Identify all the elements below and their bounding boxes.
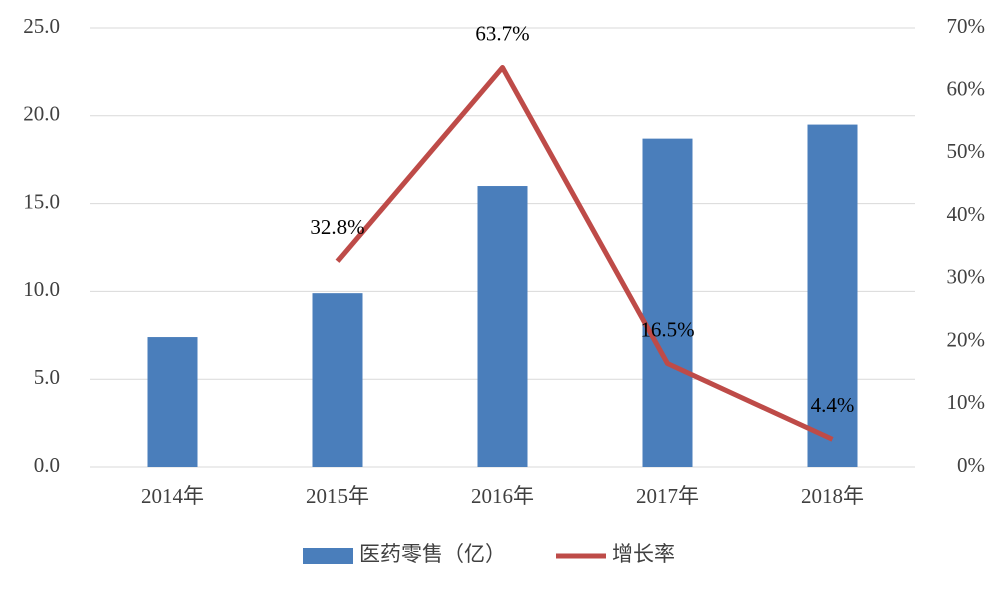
y2-tick-label: 40% <box>947 202 986 226</box>
bar <box>147 337 198 467</box>
y-tick-label: 10.0 <box>23 277 60 301</box>
data-label: 63.7% <box>475 21 529 45</box>
y2-tick-label: 30% <box>947 265 986 289</box>
y-tick-label: 0.0 <box>34 453 60 477</box>
y2-tick-label: 0% <box>957 453 985 477</box>
x-tick-label: 2017年 <box>636 484 699 508</box>
legend-label: 医药零售（亿） <box>359 542 506 566</box>
bar <box>312 293 363 467</box>
y-tick-label: 15.0 <box>23 189 60 213</box>
bar <box>642 138 693 468</box>
x-tick-label: 2014年 <box>141 484 204 508</box>
data-label: 32.8% <box>310 215 364 239</box>
line <box>335 65 834 442</box>
y2-tick-label: 70% <box>947 14 986 38</box>
y2-tick-label: 60% <box>947 77 986 101</box>
x-tick-label: 2015年 <box>306 484 369 508</box>
data-label: 4.4% <box>811 393 855 417</box>
y-tick-label: 5.0 <box>34 365 60 389</box>
bar <box>477 186 528 468</box>
y2-tick-label: 20% <box>947 327 986 351</box>
legend-label: 增长率 <box>612 542 675 566</box>
bar <box>807 124 858 467</box>
x-tick-label: 2018年 <box>801 484 864 508</box>
y-tick-label: 25.0 <box>23 14 60 38</box>
y2-tick-label: 50% <box>947 139 986 163</box>
x-tick-label: 2016年 <box>471 484 534 508</box>
data-label: 16.5% <box>640 317 694 341</box>
legend-swatch <box>303 548 353 564</box>
y-tick-label: 20.0 <box>23 102 60 126</box>
y2-tick-label: 10% <box>947 390 986 414</box>
